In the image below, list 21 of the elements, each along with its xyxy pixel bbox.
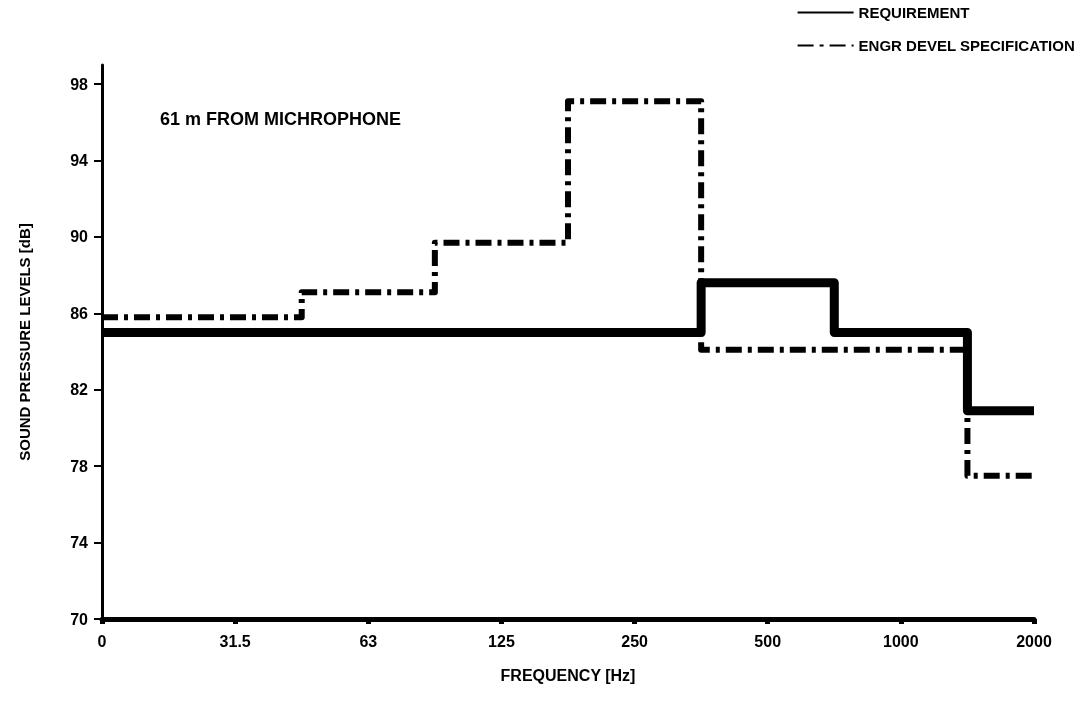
x-tick-label: 63: [359, 632, 378, 650]
y-axis-title: SOUND PRESSURE LEVELS [dB]: [16, 223, 33, 461]
y-tick-label: 98: [70, 75, 89, 93]
y-tick-label: 94: [70, 152, 89, 170]
annotation: 61 m FROM MICHROPHONE: [160, 109, 402, 129]
y-tick-label: 74: [70, 534, 89, 552]
x-tick-label: 2000: [1016, 632, 1052, 650]
x-tick-label: 500: [754, 632, 782, 650]
x-tick-label: 125: [488, 632, 515, 650]
x-tick-label: 0: [97, 632, 107, 650]
x-tick-label: 1000: [883, 632, 919, 650]
x-tick-label: 31.5: [219, 632, 251, 650]
y-tick-label: 78: [70, 457, 89, 475]
y-tick-label: 86: [70, 304, 89, 322]
x-tick-label: 250: [621, 632, 649, 650]
x-axis-title: FREQUENCY [Hz]: [500, 666, 636, 684]
legend-label: ENGR DEVEL SPECIFICATION: [858, 37, 1075, 54]
legend-label: REQUIREMENT: [858, 4, 970, 21]
y-tick-label: 82: [70, 381, 89, 399]
y-tick-label: 90: [70, 228, 89, 246]
y-tick-label: 70: [70, 610, 89, 628]
